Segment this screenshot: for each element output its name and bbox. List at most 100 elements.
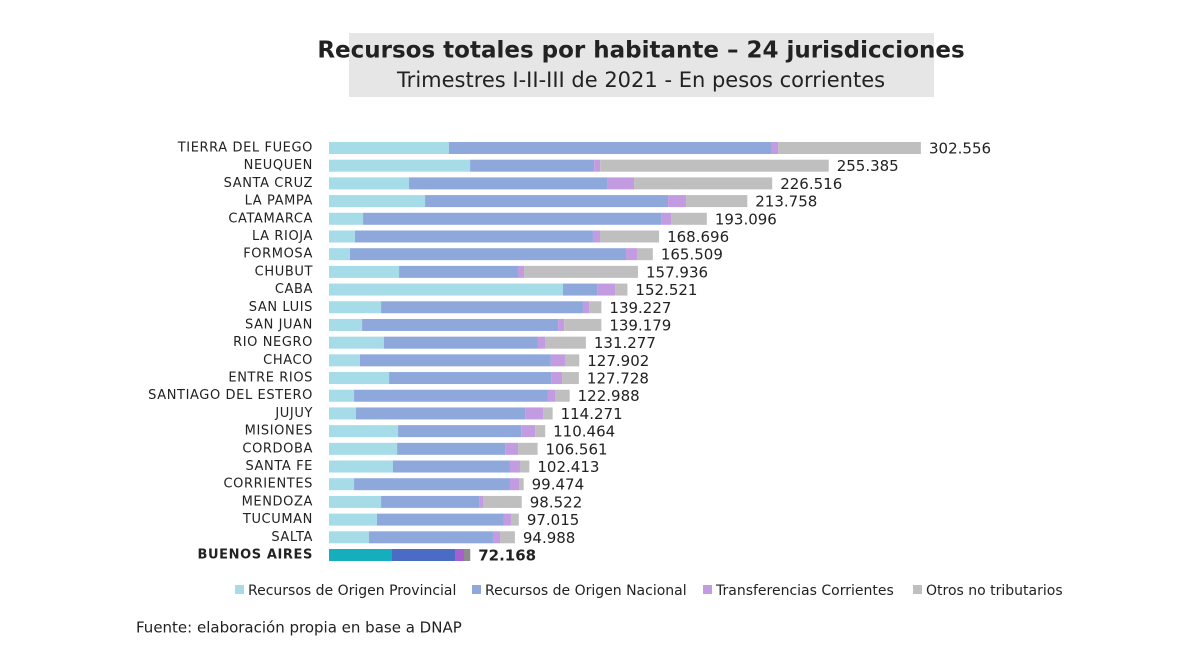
legend-swatch [472, 585, 481, 594]
bar-segment [329, 372, 390, 385]
bar-segment [354, 478, 510, 491]
bar-segment [329, 513, 377, 526]
bar-segment [376, 513, 504, 526]
bar-segment [479, 495, 483, 508]
bar-segment [398, 425, 522, 438]
bar-segment [397, 442, 506, 455]
title-box [349, 33, 934, 97]
bar-segment [329, 495, 382, 508]
bar-segment [771, 142, 779, 154]
bar-segment [329, 301, 382, 314]
legend-swatch [703, 585, 712, 594]
bar-segment [671, 212, 707, 225]
chart-title: Recursos totales por habitante – 24 juri… [317, 38, 964, 64]
bar-segment [470, 159, 595, 172]
total-label: 255.385 [837, 157, 899, 175]
legend-swatch [235, 585, 244, 594]
bar-segment [492, 531, 501, 544]
bar-segment [354, 389, 548, 402]
legend-label: Transferencias Corrientes [715, 583, 894, 599]
y-tick-label: MISIONES [245, 424, 313, 439]
bar-segment [668, 195, 687, 208]
bar-segment [482, 495, 522, 508]
bar-segment [329, 265, 400, 278]
y-tick-label: CATAMARCA [228, 211, 313, 226]
total-label: 106.561 [546, 440, 608, 458]
y-tick-label: FORMOSA [243, 247, 313, 262]
total-label: 165.509 [661, 246, 723, 264]
y-tick-label: CHUBUT [255, 264, 313, 279]
bar-segment [329, 531, 369, 544]
total-label: 213.758 [755, 193, 817, 211]
bar-segment [600, 159, 829, 172]
bar-segment [518, 265, 525, 278]
total-label: 131.277 [594, 334, 656, 352]
bar-segment [636, 248, 653, 261]
bar-segment [564, 354, 580, 367]
bar-segment [509, 460, 520, 473]
chart-subtitle: Trimestres I-II-III de 2021 - En pesos c… [396, 68, 885, 92]
bar-segment [615, 283, 628, 296]
total-label: 114.271 [561, 405, 623, 423]
bar-segment [329, 478, 355, 491]
bar-segment [381, 301, 583, 314]
y-tick-label: TIERRA DEL FUEGO [177, 141, 313, 156]
bar-segment [329, 159, 471, 172]
bar-segment [545, 336, 586, 349]
y-tick-label: SANTA FE [245, 459, 313, 474]
bar-segment [589, 301, 602, 314]
y-tick-label: BUENOS AIRES [197, 548, 313, 563]
total-label: 94.988 [523, 529, 576, 547]
bar-segment [329, 177, 410, 190]
bar-segment [362, 318, 559, 331]
total-label: 157.936 [646, 263, 708, 281]
bar-segment [356, 407, 526, 420]
bar-segment [500, 531, 515, 544]
total-label: 152.521 [635, 281, 697, 299]
bar-segment [329, 354, 360, 367]
y-tick-label: CORRIENTES [223, 477, 313, 492]
total-label: 72.168 [478, 547, 536, 565]
bar-segment [368, 531, 493, 544]
bar-segment [392, 460, 510, 473]
total-label: 102.413 [537, 458, 599, 476]
total-label: 110.464 [553, 423, 615, 441]
bar-segment [509, 478, 519, 491]
y-tick-label: MENDOZA [242, 494, 313, 509]
y-tick-label: TUCUMAN [242, 512, 313, 527]
bar-segment [329, 407, 357, 420]
legend-label: Recursos de Origen Provincial [248, 583, 456, 599]
bar-segment [363, 212, 662, 225]
bar-segment [329, 230, 356, 243]
bar-segment [537, 336, 546, 349]
bar-segment [518, 478, 524, 491]
bar-segment [329, 425, 399, 438]
bar-segment [519, 460, 530, 473]
bar-segment [686, 195, 748, 208]
bar-segment [329, 460, 393, 473]
bar-segment [329, 336, 384, 349]
y-tick-label: NEUQUEN [244, 158, 313, 173]
bar-segment [547, 389, 555, 402]
bar-segment [329, 195, 426, 208]
bar-segment [535, 425, 546, 438]
bar-segment [778, 142, 921, 154]
legend-label: Otros no tributarios [926, 583, 1063, 599]
total-label: 98.522 [530, 493, 583, 511]
bar-segment [543, 407, 553, 420]
bar-segment [626, 248, 637, 261]
bar-segment [558, 318, 565, 331]
bar-segment [554, 389, 570, 402]
y-tick-label: SANTIAGO DEL ESTERO [148, 388, 313, 403]
bar-segment [661, 212, 672, 225]
bar-segment [634, 177, 773, 190]
total-label: 127.728 [587, 370, 649, 388]
bar-segment [425, 195, 669, 208]
bar-segment [383, 336, 538, 349]
bar-segment [594, 159, 601, 172]
bar-segment [551, 372, 563, 385]
bar-segment [355, 230, 593, 243]
bar-segment [521, 425, 536, 438]
